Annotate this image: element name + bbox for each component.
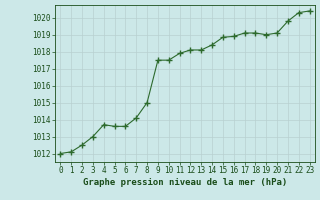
X-axis label: Graphe pression niveau de la mer (hPa): Graphe pression niveau de la mer (hPa) <box>83 178 287 187</box>
